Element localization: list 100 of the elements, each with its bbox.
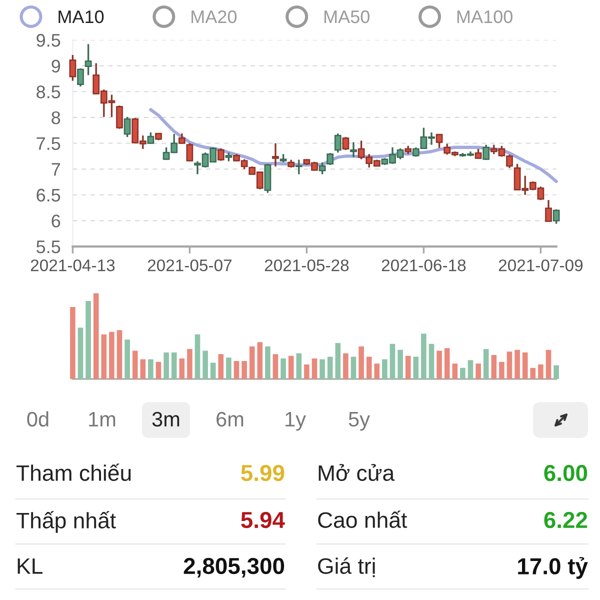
bar xyxy=(499,362,504,379)
bar xyxy=(124,340,130,379)
candlestick xyxy=(295,158,302,176)
bar xyxy=(70,307,76,379)
bar xyxy=(483,349,489,379)
y-tick-label: 6 xyxy=(52,214,60,228)
legend-label: MA100 xyxy=(457,10,512,24)
bar xyxy=(390,344,396,379)
bar xyxy=(413,356,419,379)
candlestick xyxy=(545,199,552,223)
x-tick-label: 2021-05-07 xyxy=(148,259,232,272)
candlestick xyxy=(124,116,131,138)
text: 17.0 tỷ xyxy=(518,557,588,579)
candlestick xyxy=(147,132,154,145)
text: 6.00 xyxy=(544,464,588,482)
bar xyxy=(171,352,177,379)
bar xyxy=(210,362,216,379)
bar xyxy=(296,353,302,379)
bar xyxy=(179,358,185,379)
bar xyxy=(288,356,294,379)
y-tick-label: 8.5 xyxy=(36,86,60,98)
y-tick-label: 9.5 xyxy=(36,34,60,47)
text: Mở cửa xyxy=(318,464,395,481)
bar xyxy=(514,350,520,379)
bar xyxy=(116,330,122,379)
bar xyxy=(78,328,84,379)
candlestick xyxy=(436,133,443,149)
bar xyxy=(491,355,497,379)
bar xyxy=(382,359,388,379)
text: 1m xyxy=(89,412,116,426)
bar xyxy=(242,361,247,379)
bar xyxy=(140,359,146,379)
bar xyxy=(405,356,411,379)
bar xyxy=(343,353,348,379)
bar xyxy=(538,364,544,379)
text: Thấp nhất xyxy=(16,511,116,533)
text: 5.99 xyxy=(241,464,284,482)
candlestick xyxy=(186,142,194,162)
bar xyxy=(476,364,481,379)
bar xyxy=(312,358,318,379)
x-tick-label: 2021-05-28 xyxy=(264,259,349,272)
bar xyxy=(468,360,474,379)
text: Tham chiếu xyxy=(16,464,131,481)
bar xyxy=(444,348,450,379)
candlestick xyxy=(326,152,334,166)
bar xyxy=(93,293,99,379)
bar xyxy=(522,352,528,379)
y-tick-label: 6.5 xyxy=(36,188,60,202)
bar xyxy=(148,359,154,379)
text: 6.22 xyxy=(544,512,588,528)
candlestick xyxy=(217,148,224,162)
bar xyxy=(234,361,240,379)
bar xyxy=(280,358,286,379)
bar xyxy=(156,362,162,379)
candlestick xyxy=(552,208,560,225)
bar xyxy=(350,356,356,379)
legend-label: MA10 xyxy=(58,10,104,24)
bar xyxy=(374,364,380,379)
bar xyxy=(452,364,458,379)
bar xyxy=(530,368,536,379)
bar xyxy=(187,349,192,379)
text: 2,805,300 xyxy=(184,558,284,578)
candlestick xyxy=(318,162,326,176)
y-tick-label: 5.5 xyxy=(36,240,60,254)
candlestick xyxy=(482,144,490,161)
text: 5.94 xyxy=(241,512,285,528)
bar xyxy=(554,365,559,379)
candlestick xyxy=(272,142,279,168)
text: 0d xyxy=(27,411,48,427)
text: 6m xyxy=(216,412,244,427)
candlestick xyxy=(342,136,350,151)
bar xyxy=(358,346,364,379)
bar xyxy=(101,334,107,379)
bar xyxy=(257,342,263,379)
candlestick xyxy=(84,43,92,76)
bar xyxy=(398,350,403,379)
x-tick-label: 2021-06-18 xyxy=(382,259,466,272)
bar xyxy=(428,344,434,379)
bar xyxy=(218,354,224,379)
bar xyxy=(421,334,426,379)
candlestick xyxy=(77,68,84,88)
x-tick-label: 2021-07-09 xyxy=(498,259,583,272)
legend-label: MA50 xyxy=(324,10,370,24)
text: 1y xyxy=(286,412,306,431)
bar xyxy=(194,334,200,379)
candlestick xyxy=(334,132,342,154)
bar xyxy=(272,354,278,379)
y-tick-label: 7 xyxy=(52,163,60,176)
bar xyxy=(226,358,232,379)
text: 3m xyxy=(152,412,180,427)
candlestick xyxy=(474,148,482,160)
text: 5y xyxy=(348,412,370,431)
candlestick xyxy=(350,141,357,158)
bar xyxy=(304,364,310,379)
bar xyxy=(202,350,208,379)
bar xyxy=(460,368,466,379)
y-tick-label: 9 xyxy=(52,60,60,73)
bar xyxy=(249,346,255,379)
legend-label: MA20 xyxy=(192,10,237,24)
bar xyxy=(506,352,512,379)
